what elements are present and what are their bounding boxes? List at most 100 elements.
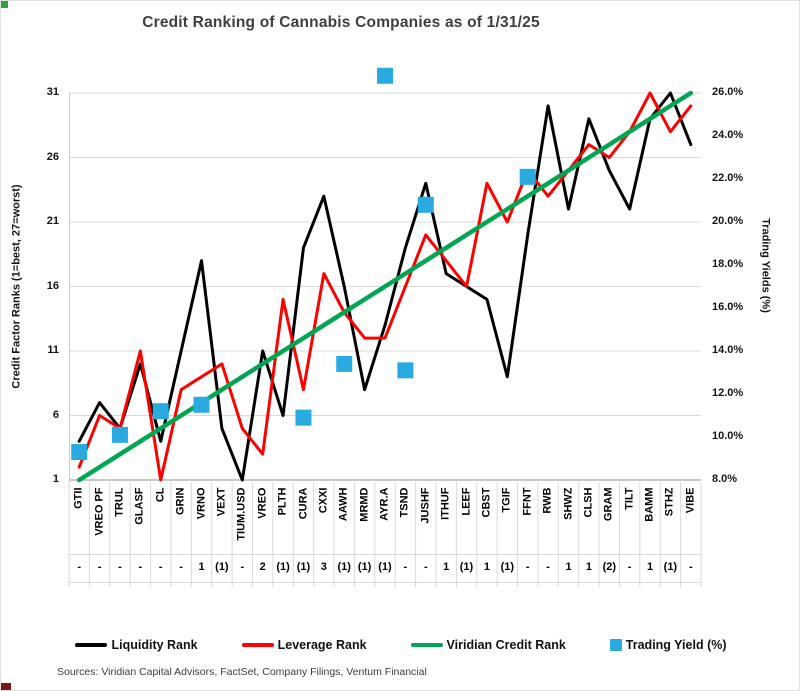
x-axis-label: FFNT <box>521 487 534 516</box>
legend-label: Liquidity Rank <box>111 638 198 652</box>
legend-label: Viridian Credit Rank <box>446 638 566 652</box>
left-axis-tick: 1 <box>52 473 59 485</box>
rank-change-value: (1) <box>215 561 229 573</box>
rank-change-value: 1 <box>585 561 592 573</box>
trading-yield-marker <box>152 403 169 420</box>
trading-yield-marker <box>417 196 434 213</box>
rank-change-value: 1 <box>565 561 572 573</box>
legend-label: Leverage Rank <box>277 638 367 652</box>
legend-square-swatch <box>609 639 622 651</box>
right-axis-title: Trading Yields (%) <box>759 218 772 313</box>
right-axis-tick: 8.0% <box>712 473 738 485</box>
rank-change-value: - <box>138 561 143 573</box>
series-line-leverage-rank <box>77 91 693 482</box>
trading-yield-marker <box>397 362 414 379</box>
rank-change-value: (1) <box>378 561 392 573</box>
rank-change-value: 2 <box>259 561 266 573</box>
rank-change-value: 1 <box>483 561 490 573</box>
left-axis-tick: 6 <box>52 408 59 421</box>
rank-change-value: (1) <box>459 561 474 573</box>
right-axis-tick: 22.0% <box>712 172 744 184</box>
trading-yield-marker <box>519 168 536 185</box>
legend-item-leverage-rank: Leverage Rank <box>241 638 367 652</box>
rank-change-value: (1) <box>500 561 515 573</box>
brand-corner-bottom-left <box>1 683 11 690</box>
trading-yield-marker <box>193 396 210 413</box>
x-axis-label: JUSHF <box>419 487 432 524</box>
rank-change-value: (1) <box>276 561 290 573</box>
x-axis-label: VIBE <box>684 487 697 514</box>
series-line-liquidity-rank <box>77 91 693 482</box>
legend-line-swatch <box>241 643 274 647</box>
legend-line-swatch <box>75 643 108 647</box>
right-axis-tick: 20.0% <box>712 215 744 227</box>
rank-change-value: 3 <box>320 561 327 573</box>
rank-change-value: (1) <box>357 561 372 573</box>
x-axis-label: RWB <box>541 487 554 514</box>
x-axis-label: AYR.A <box>378 487 391 521</box>
right-axis-tick: 26.0% <box>712 86 744 98</box>
rank-change-value: - <box>688 561 693 573</box>
left-axis-tick: 16 <box>46 279 59 292</box>
left-axis-tick: 31 <box>46 86 59 98</box>
left-axis-tick: 11 <box>47 344 59 356</box>
rank-change-value: - <box>179 561 183 573</box>
right-axis-tick: 18.0% <box>712 258 744 270</box>
rank-change-value: (1) <box>663 561 678 573</box>
trading-yield-marker <box>377 67 393 84</box>
x-axis-label: TSND <box>398 487 411 518</box>
trading-yield-marker <box>71 444 88 461</box>
trading-yield-marker <box>336 355 353 372</box>
right-axis-tick: 24.0% <box>712 129 744 141</box>
x-axis-label: VREO PF <box>93 487 106 536</box>
rank-change-value: (1) <box>296 561 311 573</box>
rank-change-value: 1 <box>443 561 450 573</box>
x-axis-label: CL <box>154 487 167 503</box>
x-axis-label: TILT <box>623 487 636 510</box>
brand-corner-top-left <box>1 1 8 8</box>
right-axis-tick: 14.0% <box>712 344 744 356</box>
rank-change-value: - <box>403 561 408 573</box>
left-axis-title: Credit Factor Ranks (1=best, 27=worst) <box>10 184 23 389</box>
rank-change-value: - <box>77 561 82 573</box>
x-axis-label: STHZ <box>663 487 676 517</box>
legend-label: Trading Yield (%) <box>625 638 727 652</box>
x-axis-label: PLTH <box>276 487 289 516</box>
x-axis-label: GRIN <box>174 487 187 516</box>
left-axis-tick: 26 <box>46 150 59 163</box>
x-axis-label: TIUM.USD <box>235 487 248 541</box>
legend-item-liquidity-rank: Liquidity Rank <box>75 638 198 652</box>
left-axis-tick: 21 <box>46 215 59 227</box>
x-axis-label: VRNO <box>195 487 207 520</box>
right-axis-tick: 16.0% <box>712 301 744 313</box>
chart-title: Credit Ranking of Cannabis Companies as … <box>142 14 540 31</box>
legend-item-trading-yield-: Trading Yield (%) <box>609 638 727 652</box>
rank-change-value: - <box>118 561 122 573</box>
x-axis-label: BAMM <box>643 487 656 522</box>
x-axis-label: LEEF <box>460 487 472 516</box>
x-axis-label: VREO <box>256 487 269 519</box>
x-axis-label: GLASF <box>133 487 146 525</box>
x-axis-label: MRMD <box>358 487 371 522</box>
x-axis-label: TRUL <box>113 487 126 517</box>
x-axis-label: VEXT <box>215 487 228 517</box>
x-axis-label: CURA <box>297 487 309 520</box>
x-axis-label: TGIF <box>500 487 513 513</box>
rank-change-value: 1 <box>646 561 654 573</box>
rank-change-value: - <box>97 561 102 573</box>
source-note: Sources: Viridian Capital Advisors, Fact… <box>57 666 427 678</box>
x-axis-label: AAWH <box>337 487 350 522</box>
rank-change-value: - <box>240 561 245 573</box>
rank-change-value: 1 <box>198 561 205 573</box>
legend: Liquidity Rank Leverage Rank Viridian Cred… <box>1 638 799 652</box>
rank-change-value: (1) <box>337 561 351 573</box>
trading-yield-marker <box>111 426 128 443</box>
rank-change-value: - <box>158 561 163 573</box>
x-axis-label: CLSH <box>582 487 595 518</box>
rank-change-value: - <box>525 561 530 573</box>
legend-item-viridian-credit-rank: Viridian Credit Rank <box>410 638 566 652</box>
x-axis-label: CXXI <box>317 487 330 514</box>
x-axis-label: GTII <box>72 487 85 509</box>
right-axis-tick: 12.0% <box>712 387 744 399</box>
rank-change-value: - <box>627 561 632 573</box>
